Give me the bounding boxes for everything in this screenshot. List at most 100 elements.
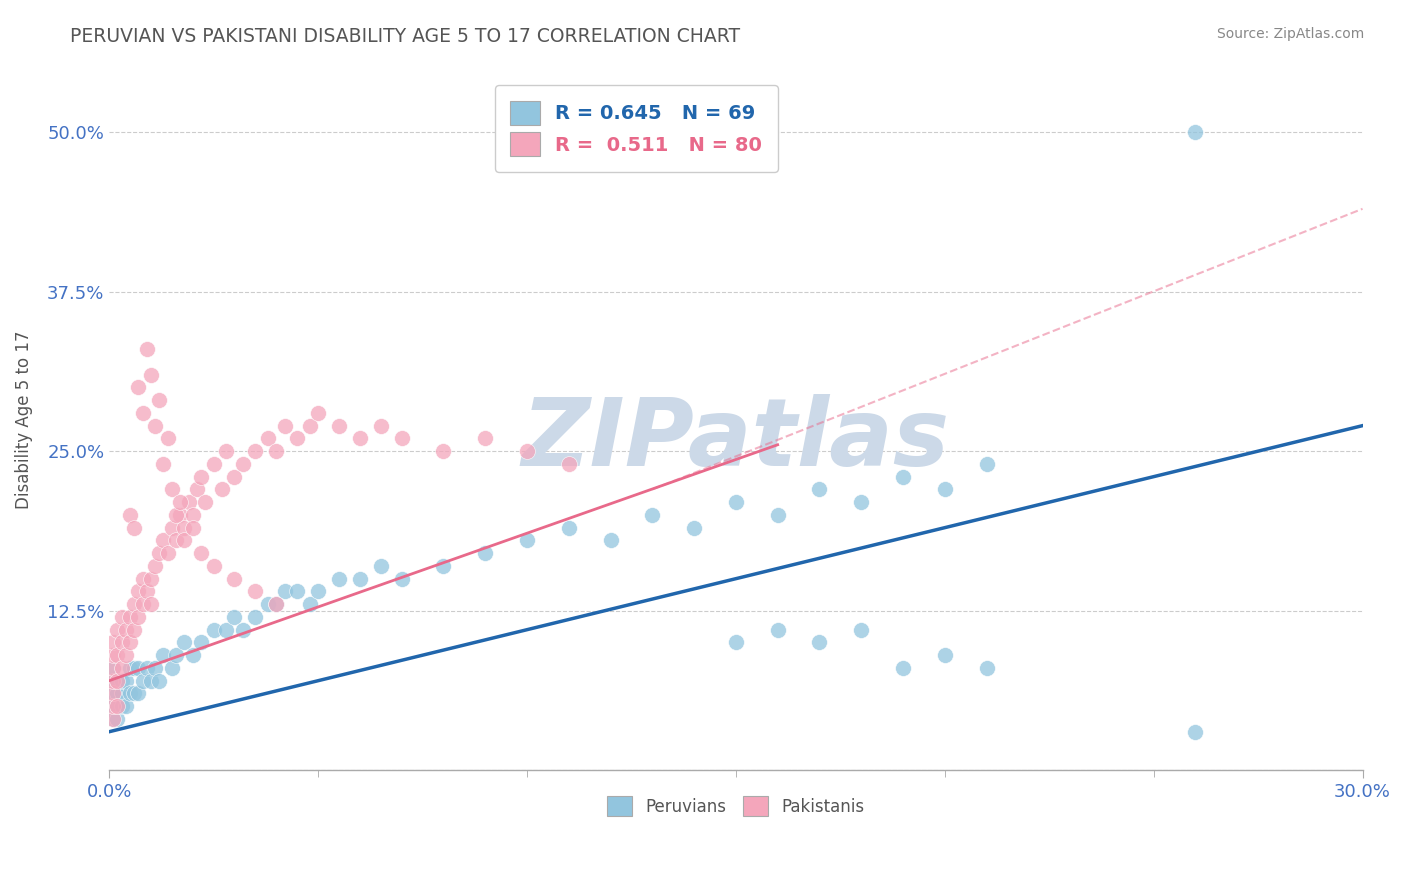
- Point: [186, 483, 208, 497]
- Point: [211, 483, 233, 497]
- Point: [173, 521, 195, 535]
- Point: [103, 661, 125, 675]
- Point: [107, 699, 129, 714]
- Point: [257, 597, 280, 611]
- Point: [156, 431, 179, 445]
- Point: [599, 533, 621, 548]
- Point: [160, 661, 183, 675]
- Point: [143, 661, 166, 675]
- Point: [107, 648, 129, 663]
- Point: [122, 686, 145, 700]
- Point: [851, 495, 873, 509]
- Point: [131, 597, 153, 611]
- Point: [139, 572, 162, 586]
- Point: [139, 597, 162, 611]
- Point: [115, 623, 138, 637]
- Point: [115, 673, 138, 688]
- Point: [328, 572, 350, 586]
- Point: [111, 699, 134, 714]
- Point: [766, 508, 789, 522]
- Point: [808, 635, 831, 649]
- Point: [103, 661, 125, 675]
- Point: [111, 673, 134, 688]
- Point: [181, 521, 204, 535]
- Point: [190, 635, 212, 649]
- Point: [152, 648, 174, 663]
- Point: [131, 406, 153, 420]
- Point: [131, 673, 153, 688]
- Point: [143, 418, 166, 433]
- Point: [111, 686, 134, 700]
- Point: [135, 342, 157, 356]
- Point: [766, 623, 789, 637]
- Point: [160, 483, 183, 497]
- Point: [115, 699, 138, 714]
- Point: [122, 661, 145, 675]
- Point: [808, 483, 831, 497]
- Point: [285, 584, 308, 599]
- Text: ZIPatlas: ZIPatlas: [522, 394, 950, 486]
- Point: [148, 673, 170, 688]
- Point: [103, 648, 125, 663]
- Point: [273, 584, 295, 599]
- Point: [177, 495, 200, 509]
- Point: [273, 418, 295, 433]
- Point: [107, 623, 129, 637]
- Point: [245, 610, 267, 624]
- Point: [257, 431, 280, 445]
- Point: [224, 572, 246, 586]
- Legend: Peruvians, Pakistanis: Peruvians, Pakistanis: [599, 788, 873, 825]
- Point: [122, 521, 145, 535]
- Point: [349, 572, 371, 586]
- Point: [328, 418, 350, 433]
- Point: [391, 431, 413, 445]
- Point: [432, 558, 454, 573]
- Point: [891, 661, 914, 675]
- Point: [165, 648, 187, 663]
- Point: [264, 444, 287, 458]
- Point: [165, 533, 187, 548]
- Point: [976, 661, 998, 675]
- Point: [107, 699, 129, 714]
- Point: [245, 584, 267, 599]
- Point: [118, 661, 141, 675]
- Point: [115, 648, 138, 663]
- Point: [118, 635, 141, 649]
- Point: [165, 508, 187, 522]
- Point: [107, 712, 129, 726]
- Point: [245, 444, 267, 458]
- Point: [516, 533, 538, 548]
- Point: [557, 521, 579, 535]
- Point: [122, 623, 145, 637]
- Point: [127, 380, 149, 394]
- Point: [215, 444, 238, 458]
- Point: [285, 431, 308, 445]
- Point: [103, 699, 125, 714]
- Point: [474, 431, 496, 445]
- Text: PERUVIAN VS PAKISTANI DISABILITY AGE 5 TO 17 CORRELATION CHART: PERUVIAN VS PAKISTANI DISABILITY AGE 5 T…: [70, 27, 741, 45]
- Point: [127, 686, 149, 700]
- Point: [169, 495, 191, 509]
- Point: [160, 521, 183, 535]
- Point: [111, 610, 134, 624]
- Point: [148, 546, 170, 560]
- Point: [370, 558, 392, 573]
- Point: [135, 661, 157, 675]
- Point: [215, 623, 238, 637]
- Point: [103, 712, 125, 726]
- Point: [148, 393, 170, 408]
- Point: [557, 457, 579, 471]
- Text: Source: ZipAtlas.com: Source: ZipAtlas.com: [1216, 27, 1364, 41]
- Point: [391, 572, 413, 586]
- Point: [127, 661, 149, 675]
- Point: [107, 686, 129, 700]
- Point: [641, 508, 664, 522]
- Point: [190, 469, 212, 483]
- Point: [190, 546, 212, 560]
- Point: [202, 623, 225, 637]
- Point: [107, 673, 129, 688]
- Point: [122, 597, 145, 611]
- Point: [474, 546, 496, 560]
- Point: [298, 418, 321, 433]
- Point: [298, 597, 321, 611]
